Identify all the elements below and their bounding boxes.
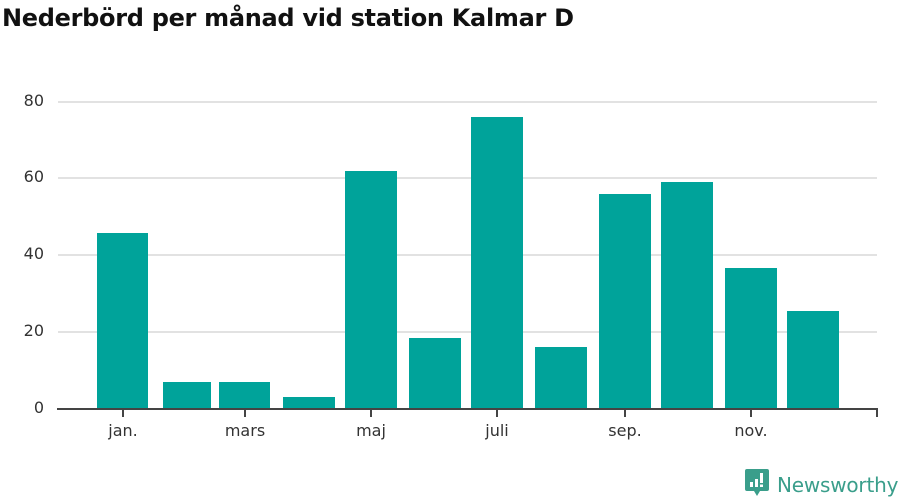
bar-aug[interactable]	[535, 347, 587, 409]
x-tick-label: maj	[356, 421, 386, 440]
gridline	[58, 100, 877, 103]
gridline	[58, 330, 877, 333]
x-axis-line	[57, 408, 878, 410]
bar-apr[interactable]	[283, 396, 335, 409]
y-tick-label: 0	[33, 397, 44, 417]
x-tick-label: jan.	[108, 421, 138, 440]
y-tick-label: 80	[23, 90, 44, 110]
x-tick	[244, 409, 246, 417]
y-tick-label: 40	[23, 244, 44, 263]
x-tick-label: sep.	[608, 421, 642, 440]
newsworthy-logo[interactable]: Newsworthy	[745, 469, 898, 501]
y-tick-label: 20	[23, 320, 44, 340]
x-tick	[750, 409, 752, 417]
chart-title: Nederbörd per månad vid station Kalmar D	[2, 4, 574, 32]
brand-name: Newsworthy	[777, 473, 899, 497]
y-tick-label: 60	[23, 167, 44, 187]
newsworthy-chart-bubble-icon	[745, 469, 769, 501]
bar-feb[interactable]	[163, 381, 211, 409]
x-tick-end	[876, 409, 878, 417]
bar-maj[interactable]	[345, 170, 397, 409]
bar-okt[interactable]	[661, 181, 713, 409]
bar-mars[interactable]	[219, 381, 270, 409]
x-tick-label: nov.	[734, 421, 768, 440]
x-tick-label: mars	[224, 421, 266, 440]
x-tick	[122, 409, 124, 417]
x-tick	[370, 409, 372, 417]
gridline	[58, 177, 877, 180]
x-tick-label: juli	[485, 421, 509, 440]
bar-juli[interactable]	[471, 116, 523, 409]
bar-sep[interactable]	[599, 194, 651, 409]
bar-juni[interactable]	[409, 337, 461, 409]
bar-dec[interactable]	[787, 311, 839, 409]
x-tick	[496, 409, 498, 417]
bar-jan[interactable]	[97, 232, 148, 409]
x-tick	[624, 409, 626, 417]
gridline	[58, 254, 877, 256]
bar-nov[interactable]	[725, 268, 777, 409]
